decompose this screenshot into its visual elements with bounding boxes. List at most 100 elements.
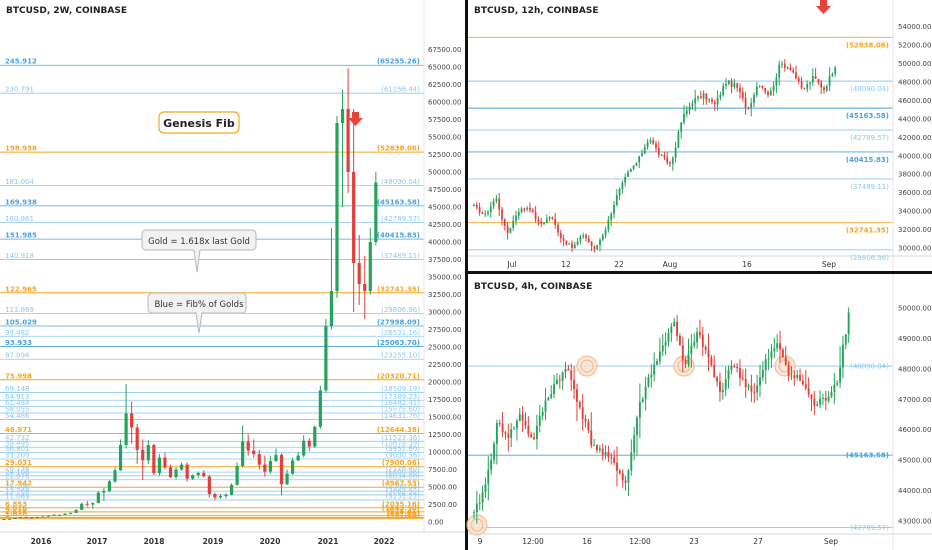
fib-price-label: (14631.76) xyxy=(381,412,420,420)
time-tick-label: Jul xyxy=(506,260,516,269)
candle-body xyxy=(102,491,106,493)
fib-ratio-label: 1 xyxy=(5,511,10,519)
candle-body xyxy=(790,375,793,377)
candle-body xyxy=(834,68,837,75)
candle-body xyxy=(598,448,601,451)
price-tick-label: 45000.00 xyxy=(428,204,461,212)
candle-body xyxy=(585,235,587,239)
time-axis-2w: 2016 2017 2018 2019 2020 2021 2022 xyxy=(31,537,395,546)
fib-ratio-label: 93.933 xyxy=(5,339,32,347)
candle-body xyxy=(157,457,161,473)
candle-body xyxy=(796,375,799,379)
candle-body xyxy=(816,404,819,406)
candle-body xyxy=(584,418,587,422)
candle-body xyxy=(684,360,687,365)
candle-body xyxy=(674,147,677,158)
candle-body xyxy=(618,470,621,474)
highlight-circle-inner xyxy=(677,359,691,373)
candle-body xyxy=(673,321,676,327)
candle-body xyxy=(814,75,817,79)
candles-2w xyxy=(2,68,378,520)
candle-body xyxy=(658,351,661,362)
candle-body xyxy=(610,457,613,459)
candle-body xyxy=(719,381,721,392)
candle-body xyxy=(824,397,827,401)
candle-body xyxy=(96,492,100,504)
candle-body xyxy=(527,425,530,435)
candle-body xyxy=(557,224,559,233)
price-tick-label: 46000.00 xyxy=(898,97,931,105)
candle-body xyxy=(501,423,504,433)
candle-body xyxy=(520,208,523,213)
candle-body xyxy=(564,368,567,373)
candle-body xyxy=(74,509,78,513)
candle-body xyxy=(792,70,795,73)
candle-body xyxy=(691,103,694,107)
fib-price-label: (40415.83) xyxy=(377,232,420,240)
fib-ratio-label: 39.495 xyxy=(5,440,30,448)
fib-ratio-label: 61.484 xyxy=(5,399,30,407)
candle-body xyxy=(562,238,565,241)
candle-body xyxy=(526,207,529,210)
price-tick-label: 7500.00 xyxy=(428,466,457,474)
candle-body xyxy=(263,464,267,472)
candle-body xyxy=(702,93,705,99)
candle-body xyxy=(307,440,311,447)
time-tick-label: 2016 xyxy=(31,537,52,546)
time-tick-label: 16 xyxy=(582,537,592,546)
candle-body xyxy=(786,67,789,69)
time-tick-label: 2020 xyxy=(260,537,281,546)
candle-body xyxy=(174,469,178,478)
candle-body xyxy=(224,494,228,497)
fib-price-label: (32741.35) xyxy=(377,285,420,293)
candle-body xyxy=(789,67,792,71)
chart-title-2w: BTCUSD, 2W, COINBASE xyxy=(6,6,127,16)
arrow-down-icon xyxy=(816,0,831,14)
fib-price-label: (25063.70) xyxy=(377,339,420,347)
candle-body xyxy=(503,219,506,226)
candle-body xyxy=(775,77,778,86)
candle-body xyxy=(487,211,489,214)
highlight-circle xyxy=(576,355,598,377)
fib-price-label: (52838.06) xyxy=(846,41,889,49)
time-tick-label: 9 xyxy=(478,537,483,546)
candle-body xyxy=(680,122,683,132)
fib-price-label: (6034.08) xyxy=(386,472,421,480)
candle-body xyxy=(57,514,62,516)
time-tick-label: 12 xyxy=(561,260,571,269)
candle-body xyxy=(506,225,509,233)
candle-body xyxy=(530,434,533,438)
candle-body xyxy=(495,423,498,444)
candle-body xyxy=(830,392,833,397)
candle-body xyxy=(610,213,613,220)
fib-ratio-label: 87.094 xyxy=(5,352,30,360)
candle-body xyxy=(736,83,739,88)
fib-price-label: (42789.57) xyxy=(850,524,889,532)
candle-body xyxy=(683,113,685,123)
price-tick-label: 5000.00 xyxy=(428,484,457,492)
candle-body xyxy=(621,473,624,481)
fib-ratio-label: 17.942 xyxy=(5,480,32,488)
candle-body xyxy=(268,461,272,472)
candle-body xyxy=(687,353,690,365)
candle-body xyxy=(91,503,95,505)
candle-body xyxy=(561,372,564,381)
fib-level-lines: 245.912 (65255.26) 230.791 (61256.44) 198.95… xyxy=(0,58,424,520)
candle-body xyxy=(635,162,638,166)
candle-body xyxy=(773,348,776,352)
candle-body xyxy=(750,385,753,392)
panel-divider-vertical xyxy=(465,0,468,550)
candle-body xyxy=(644,386,647,400)
fib-price-label: (45163.58) xyxy=(846,452,889,460)
candle-body xyxy=(46,515,50,517)
price-tick-label: 50000.00 xyxy=(428,169,461,177)
candle-body xyxy=(721,389,724,392)
candle-body xyxy=(229,484,234,495)
candle-body xyxy=(352,172,356,263)
candle-body xyxy=(753,94,755,104)
arrow-down-icon xyxy=(348,112,363,126)
candle-body xyxy=(538,415,541,426)
panel-divider-horizontal xyxy=(466,271,932,274)
price-tick-label: 44000.00 xyxy=(898,487,931,495)
candle-body xyxy=(685,110,688,114)
